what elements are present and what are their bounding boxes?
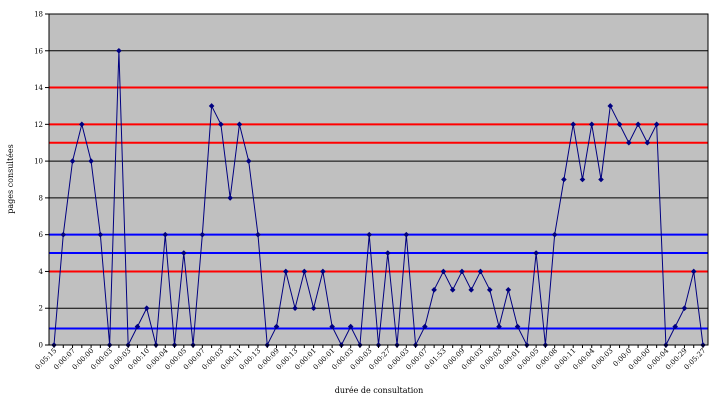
y-tick-label: 8 <box>39 194 43 202</box>
y-tick-label: 0 <box>39 342 43 350</box>
y-axis-title: pages consultées <box>6 144 15 213</box>
data-point <box>227 195 233 201</box>
data-point <box>273 323 280 330</box>
data-point <box>588 121 595 128</box>
data-point <box>310 305 317 312</box>
data-point <box>320 268 326 275</box>
data-point <box>598 176 604 183</box>
data-point <box>579 176 586 183</box>
data-point <box>626 139 632 146</box>
data-point <box>134 323 141 330</box>
data-point <box>329 323 335 330</box>
data-point <box>690 268 697 275</box>
data-point <box>116 47 122 54</box>
data-point <box>561 176 567 183</box>
y-tick-label: 14 <box>34 84 43 92</box>
data-point <box>181 250 187 256</box>
y-tick-label: 16 <box>34 47 43 55</box>
data-point <box>570 121 576 128</box>
data-point <box>88 158 94 164</box>
data-point <box>255 231 261 238</box>
y-tick-label: 12 <box>34 121 43 129</box>
y-tick-label: 18 <box>34 11 43 19</box>
x-axis-ticks: 0:05:150:00:070:00:000:00:030:00:030:00:… <box>34 345 707 372</box>
data-point <box>208 103 215 109</box>
reference-lines <box>49 86 708 330</box>
y-tick-label: 10 <box>34 158 43 166</box>
data-point <box>449 287 456 293</box>
data-point <box>644 139 651 146</box>
data-point <box>431 287 437 293</box>
plot-border <box>48 13 709 346</box>
data-point <box>282 268 289 275</box>
data-point <box>366 231 373 238</box>
data-point <box>162 231 169 238</box>
data-point <box>69 158 76 164</box>
y-tick-label: 6 <box>39 231 44 239</box>
data-point <box>60 231 67 238</box>
plot-area <box>49 14 708 345</box>
data-point <box>440 268 447 275</box>
data-point <box>505 287 512 293</box>
data-point <box>403 231 410 238</box>
data-point <box>459 268 465 275</box>
data-point <box>551 231 558 238</box>
data-point <box>245 158 252 164</box>
data-point <box>97 231 104 238</box>
data-point <box>607 103 614 109</box>
data-point <box>514 323 521 330</box>
data-point <box>236 121 243 128</box>
data-point <box>199 231 206 238</box>
data-point <box>422 323 428 330</box>
data-point <box>672 323 678 330</box>
data-point <box>79 121 85 128</box>
data-point <box>486 287 493 293</box>
data-point <box>301 268 308 275</box>
data-point <box>653 121 660 128</box>
data-point <box>533 250 539 256</box>
data-point <box>681 305 688 312</box>
data-point <box>143 305 150 312</box>
y-tick-label: 4 <box>39 268 44 276</box>
y-tick-label: 2 <box>39 305 43 313</box>
data-point <box>496 323 502 330</box>
data-point <box>635 121 641 128</box>
data-point <box>477 268 484 275</box>
data-point <box>292 305 298 312</box>
data-point <box>468 287 475 293</box>
data-point <box>616 121 623 128</box>
data-point <box>384 250 391 256</box>
data-point <box>347 323 354 330</box>
data-point <box>218 121 224 128</box>
x-axis-title: durée de consultation <box>335 386 424 395</box>
y-axis-ticks: 0 2 4 6 8 10 12 14 16 18 <box>34 11 49 350</box>
